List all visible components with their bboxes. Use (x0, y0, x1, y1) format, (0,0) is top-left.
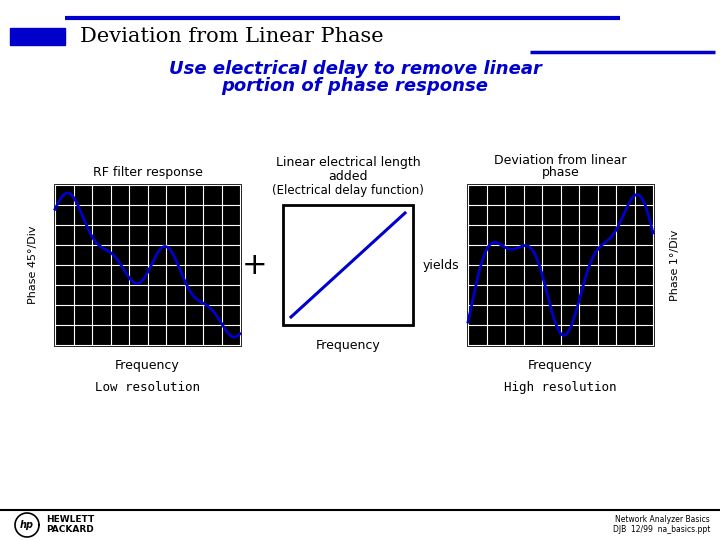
Text: Phase 45°/Div: Phase 45°/Div (28, 226, 38, 304)
Text: DJB  12/99  na_basics.ppt: DJB 12/99 na_basics.ppt (613, 525, 710, 535)
Text: Network Analyzer Basics: Network Analyzer Basics (616, 516, 710, 524)
Text: Use electrical delay to remove linear: Use electrical delay to remove linear (168, 60, 541, 78)
Text: Deviation from linear: Deviation from linear (494, 154, 626, 167)
Text: Deviation from Linear Phase: Deviation from Linear Phase (80, 28, 384, 46)
Text: RF filter response: RF filter response (93, 166, 202, 179)
Text: Linear electrical length: Linear electrical length (276, 156, 420, 169)
Bar (468, 185, 653, 345)
Text: HEWLETT: HEWLETT (46, 516, 94, 524)
Bar (283, 205, 413, 325)
Text: High resolution: High resolution (504, 381, 617, 394)
Text: (Electrical delay function): (Electrical delay function) (272, 184, 424, 197)
Text: Frequency: Frequency (315, 339, 380, 352)
Text: Phase 1°/Div: Phase 1°/Div (670, 230, 680, 301)
Text: portion of phase response: portion of phase response (222, 77, 488, 95)
Text: yields: yields (423, 259, 459, 272)
Text: Frequency: Frequency (115, 359, 180, 372)
Bar (10, 28, 65, 45)
Text: +: + (242, 251, 268, 280)
Text: phase: phase (541, 166, 580, 179)
Text: Frequency: Frequency (528, 359, 593, 372)
Text: hp: hp (20, 520, 34, 530)
Text: Low resolution: Low resolution (95, 381, 200, 394)
Text: added: added (328, 170, 368, 183)
Bar (55, 185, 240, 345)
Text: PACKARD: PACKARD (46, 525, 94, 535)
